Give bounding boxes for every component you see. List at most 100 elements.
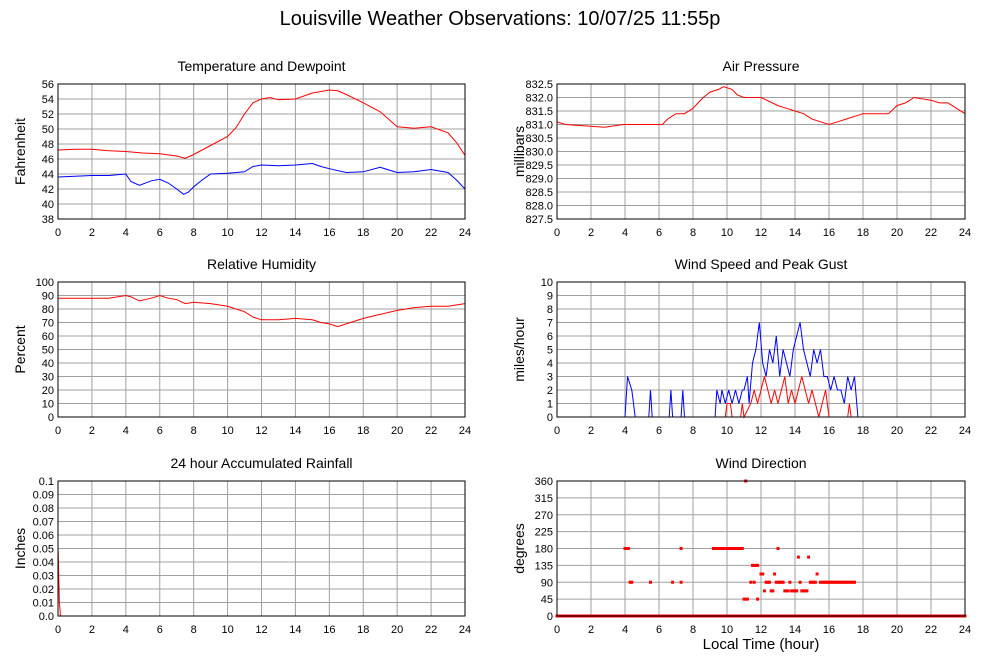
data-point	[773, 572, 777, 576]
data-point	[737, 547, 741, 550]
x-tick-label: 14	[289, 227, 301, 239]
x-tick-label: 6	[656, 227, 662, 239]
data-point	[800, 589, 804, 593]
y-tick-label: 0	[547, 611, 553, 623]
data-point	[626, 547, 630, 550]
x-tick-label: 10	[721, 425, 733, 437]
x-tick-label: 4	[123, 425, 129, 437]
y-tick-label: 0.02	[33, 584, 54, 596]
series-line-1	[557, 376, 965, 419]
data-point	[851, 580, 855, 584]
y-tick-label: 7	[547, 318, 553, 330]
data-point	[761, 572, 765, 576]
x-tick-label: 22	[925, 624, 937, 636]
plot-frame	[556, 480, 966, 617]
x-tick-label: 10	[221, 425, 233, 437]
x-tick-label: 2	[588, 425, 594, 437]
data-point	[783, 589, 787, 593]
y-tick-label: 3	[547, 372, 553, 384]
data-point	[847, 580, 851, 584]
data-point	[751, 563, 754, 567]
humidity-chart: 0 2 4 6 8 10 12 14 16 18 20 22 240102030405060708090…	[12, 256, 471, 437]
data-point	[842, 580, 846, 584]
x-tick-label: 14	[289, 624, 301, 636]
x-tick-label: 8	[690, 425, 696, 437]
y-tick-label: 0.0	[39, 611, 54, 623]
y-tick-label: 70	[42, 318, 54, 330]
data-point	[628, 580, 632, 584]
data-point	[740, 547, 744, 550]
y-tick-label: 6	[547, 331, 553, 343]
x-tick-label: 24	[459, 425, 471, 437]
y-tick-label: 830.5	[525, 133, 553, 145]
data-point	[786, 589, 790, 593]
data-point	[829, 580, 833, 584]
x-tick-label: 6	[157, 425, 163, 437]
data-point	[793, 589, 797, 593]
rainfall-chart: 0 2 4 6 8 10 12 14 16 18 20 22 240.00.010.020.030.04…	[12, 455, 471, 636]
x-tick-label: 0	[554, 227, 560, 239]
chart-title: Temperature and Dewpoint	[177, 58, 345, 74]
x-tick-label: 8	[191, 227, 197, 239]
y-tick-label: 0.07	[33, 517, 54, 529]
x-tick-label: 18	[357, 425, 369, 437]
y-tick-label: 50	[42, 345, 54, 357]
x-tick-label: 10	[721, 624, 733, 636]
series-line-1	[57, 162, 466, 195]
wind-direction-chart: 0 2 4 6 8 10 12 14 16 18 20 22 240459013518022527031…	[511, 455, 971, 636]
y-tick-label: 0	[48, 412, 54, 424]
plot-frame	[57, 480, 466, 617]
y-tick-label: 20	[42, 385, 54, 397]
data-point	[846, 580, 850, 584]
data-point	[734, 547, 737, 550]
x-tick-label: 16	[323, 624, 335, 636]
chart-title: Air Pressure	[722, 58, 799, 74]
y-tick-label: 830.0	[525, 147, 553, 159]
y-tick-label: 828.0	[525, 201, 553, 213]
y-axis-label: Fahrenheit	[12, 118, 28, 185]
y-tick-label: 38	[42, 214, 54, 226]
y-tick-label: 0.1	[39, 476, 54, 488]
chart-title: Wind Direction	[715, 455, 806, 471]
data-point	[839, 580, 843, 584]
x-tick-label: 22	[425, 624, 437, 636]
plot-frame	[556, 83, 966, 220]
chart-title: Relative Humidity	[207, 256, 316, 272]
data-point	[756, 563, 760, 567]
x-tick-label: 20	[391, 227, 403, 239]
x-tick-label: 12	[255, 425, 267, 437]
x-tick-label: 6	[157, 624, 163, 636]
plot-frame	[556, 281, 966, 418]
x-tick-label: 12	[255, 624, 267, 636]
data-point	[711, 547, 715, 550]
y-tick-label: 52	[42, 109, 54, 121]
data-point	[844, 580, 848, 584]
data-point	[764, 580, 768, 584]
x-tick-label: 24	[459, 227, 471, 239]
x-tick-label: 8	[191, 624, 197, 636]
data-point	[824, 580, 828, 584]
y-tick-label: 0.04	[33, 557, 54, 569]
x-tick-label: 24	[959, 227, 971, 239]
data-point	[762, 589, 766, 593]
x-tick-label: 24	[959, 624, 971, 636]
x-tick-label: 0	[55, 425, 61, 437]
plot-frame	[57, 83, 466, 220]
x-tick-label: 24	[959, 425, 971, 437]
y-tick-label: 42	[42, 184, 54, 196]
data-point	[827, 580, 831, 584]
y-tick-label: 832.0	[525, 93, 553, 105]
data-point	[819, 580, 822, 584]
x-tick-label: 22	[425, 425, 437, 437]
x-tick-label: 18	[357, 624, 369, 636]
y-tick-label: 45	[541, 594, 553, 606]
data-point	[754, 563, 758, 567]
data-point	[768, 580, 771, 584]
x-tick-label: 0	[55, 624, 61, 636]
data-point	[759, 572, 763, 576]
data-point	[778, 580, 782, 584]
data-point	[766, 580, 770, 584]
y-tick-label: 56	[42, 79, 54, 91]
data-point	[769, 589, 773, 593]
x-tick-label: 16	[823, 624, 835, 636]
